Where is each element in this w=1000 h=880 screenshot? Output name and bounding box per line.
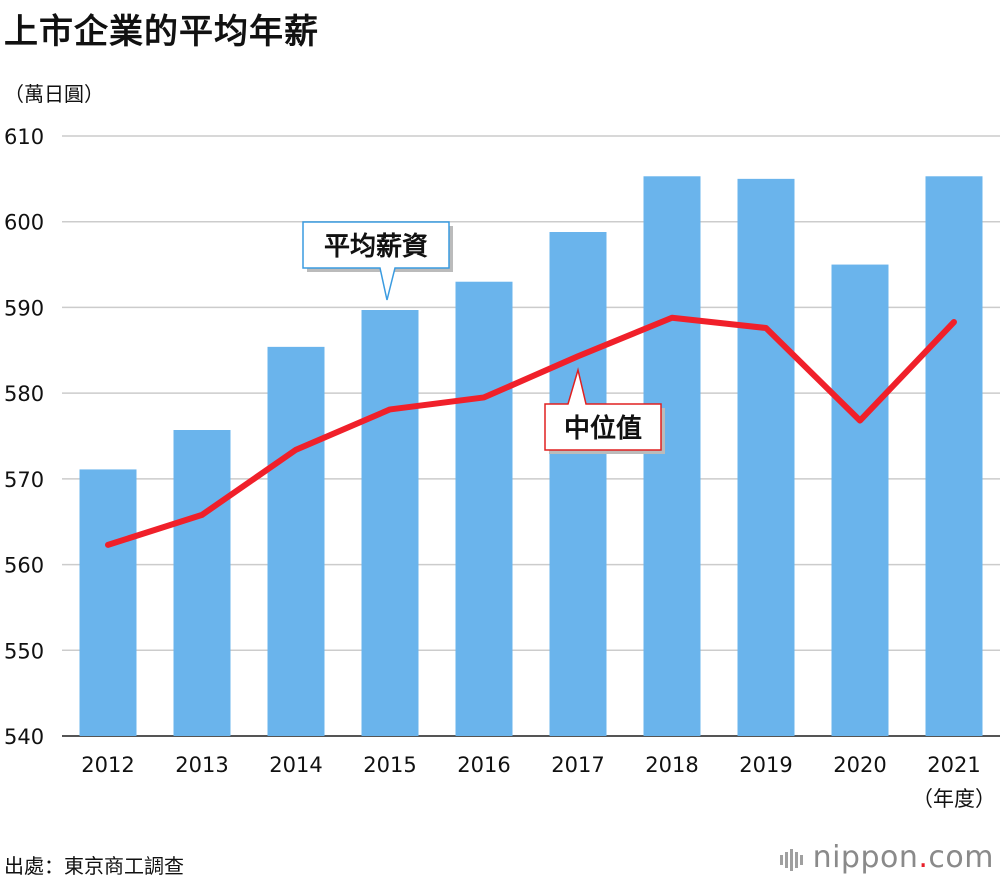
brand-dot: . [918,840,929,875]
y-tick-label: 570 [4,468,44,492]
bar-2020 [831,264,889,736]
x-tick-label: 2016 [457,753,510,777]
median-line [105,314,957,548]
legend-callout-average-label: 平均薪資 [324,232,428,262]
chart: 540 550 560 570 580 590 600 610 2012 2013 2014 2015… [4,125,1000,811]
bar-2014 [267,346,325,736]
bar-2013 [173,430,231,736]
x-tick-label: 2020 [833,753,886,777]
x-tick-label: 2013 [175,753,228,777]
x-unit-label: （年度） [912,787,996,811]
brand-bars-icon [779,841,805,876]
bar-2012 [79,469,137,736]
source-note: 出處：東京商工調查 [4,854,184,878]
brand-suffix: com [928,840,994,875]
chart-title: 上市企業的平均年薪 [4,12,319,52]
bar-2019 [737,178,795,736]
y-tick-label: 550 [4,639,44,663]
y-tick-label: 580 [4,382,44,406]
y-tick-label: 610 [4,125,44,149]
x-tick-label: 2021 [927,753,980,777]
legend-callout-average: 平均薪資 [302,221,453,301]
y-tick-label: 540 [4,725,44,749]
x-tick-label: 2019 [739,753,792,777]
brand-name: nippon [812,840,919,875]
legend-callout-median-label: 中位值 [564,413,642,444]
x-tick-label: 2014 [269,753,322,777]
legend-callout-median: 中位值 [544,367,665,454]
bar-2021 [925,176,983,737]
bar-2016 [455,281,513,736]
x-tick-label: 2012 [81,753,134,777]
x-tick-label: 2015 [363,753,416,777]
y-tick-label: 560 [4,554,44,578]
x-tick-label: 2018 [645,753,698,777]
bar-2015 [361,310,419,736]
y-unit-label: （萬日圓） [4,82,104,106]
bar-2018 [643,176,701,737]
y-tick-label: 600 [4,211,44,235]
bar-2017 [549,232,607,736]
brand-logo: nippon.com [779,840,994,876]
y-tick-label: 590 [4,296,44,320]
x-tick-label: 2017 [551,753,604,777]
